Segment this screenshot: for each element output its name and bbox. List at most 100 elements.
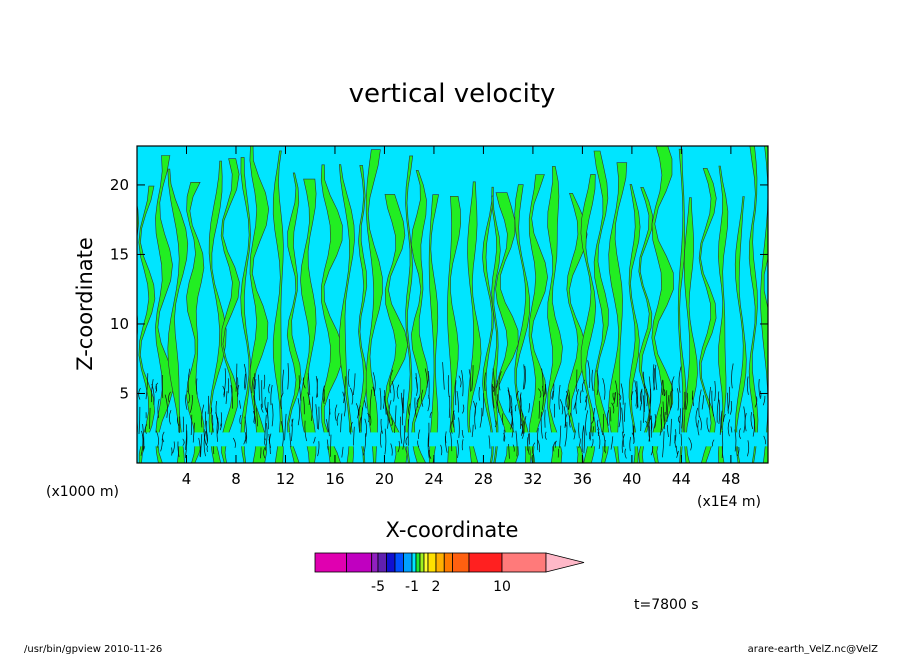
contour-line bbox=[676, 445, 678, 455]
x-tick-label: 44 bbox=[672, 470, 691, 488]
contour-line bbox=[645, 420, 648, 428]
plume bbox=[638, 187, 653, 463]
colorbar-label: -5 bbox=[371, 579, 385, 595]
y-tick-label: 20 bbox=[110, 176, 129, 194]
contour-line bbox=[399, 416, 403, 444]
contour-line bbox=[455, 380, 457, 406]
contour-line bbox=[652, 364, 656, 390]
contour-line bbox=[222, 385, 226, 398]
contour-line bbox=[573, 402, 576, 410]
contour-line bbox=[427, 394, 430, 412]
contour-line bbox=[612, 392, 615, 401]
contour-line bbox=[315, 404, 318, 429]
colorbar-segment bbox=[346, 552, 373, 573]
contour-line bbox=[207, 395, 209, 415]
contour-line bbox=[201, 404, 205, 428]
colorbar-segment bbox=[415, 552, 421, 573]
colorbar bbox=[314, 552, 585, 573]
contour-line bbox=[258, 374, 260, 401]
contour-line bbox=[203, 429, 207, 445]
contour-line bbox=[646, 388, 648, 407]
contour-line bbox=[341, 446, 344, 458]
contour-line bbox=[391, 380, 395, 402]
contour-line bbox=[456, 390, 459, 413]
contour-line bbox=[592, 426, 595, 437]
contour-line bbox=[384, 390, 387, 415]
contour-line bbox=[491, 383, 495, 409]
contour-line bbox=[676, 450, 679, 458]
contour-line bbox=[151, 379, 154, 403]
contour-line bbox=[225, 391, 228, 404]
x-tick-label: 32 bbox=[523, 470, 542, 488]
contour-line bbox=[326, 439, 329, 451]
plume bbox=[405, 155, 414, 463]
plume bbox=[580, 174, 597, 463]
plume bbox=[358, 165, 368, 463]
contour-line bbox=[251, 377, 254, 394]
contour-line bbox=[261, 380, 263, 408]
colorbar-labels: -5 -1 2 10 bbox=[371, 579, 511, 595]
contour-line bbox=[559, 425, 562, 448]
plume bbox=[167, 168, 189, 463]
contour-line bbox=[429, 411, 432, 419]
contour-line bbox=[763, 435, 767, 445]
contour-line bbox=[190, 414, 193, 436]
contour-line bbox=[590, 438, 594, 448]
contour-line bbox=[564, 421, 568, 447]
contour-line bbox=[363, 433, 366, 456]
contour-line bbox=[444, 436, 448, 453]
contour-line bbox=[551, 391, 554, 399]
chart-title: vertical velocity bbox=[349, 79, 556, 109]
y-tick-label: 15 bbox=[110, 245, 129, 263]
contour-line bbox=[145, 373, 149, 400]
contour-line bbox=[316, 378, 319, 398]
contour-line bbox=[482, 393, 485, 417]
plume bbox=[608, 162, 628, 463]
contour-line bbox=[244, 416, 247, 444]
contour-line bbox=[720, 410, 723, 431]
contour-line bbox=[264, 396, 268, 413]
contour-line bbox=[358, 417, 362, 433]
contour-line bbox=[270, 384, 273, 406]
x-tick-label: 20 bbox=[375, 470, 394, 488]
contour-line bbox=[639, 389, 643, 411]
contour-line bbox=[450, 432, 453, 452]
contour-line bbox=[452, 410, 455, 428]
contour-line bbox=[185, 424, 187, 451]
contour-line bbox=[390, 443, 393, 456]
contour-line bbox=[184, 430, 188, 459]
contour-line bbox=[552, 383, 555, 400]
contour-line bbox=[688, 437, 692, 451]
contour-line bbox=[353, 426, 355, 446]
contour-line bbox=[661, 379, 663, 396]
contour-line bbox=[291, 418, 294, 427]
plume bbox=[300, 178, 317, 463]
contour-line bbox=[334, 404, 338, 421]
contour-line bbox=[164, 394, 168, 418]
contour-line bbox=[162, 431, 165, 443]
contour-line bbox=[583, 425, 585, 454]
contour-line bbox=[573, 429, 576, 440]
contour-line bbox=[311, 396, 314, 422]
contour-line bbox=[674, 435, 676, 448]
contour-line bbox=[303, 396, 305, 415]
contour-line bbox=[648, 409, 650, 422]
contour-line bbox=[677, 388, 680, 411]
contour-line bbox=[492, 368, 496, 396]
colorbar-label: -1 bbox=[405, 579, 419, 595]
contour-line bbox=[508, 443, 510, 459]
plume bbox=[410, 170, 429, 463]
contour-line bbox=[138, 406, 141, 435]
contour-line bbox=[479, 407, 483, 428]
plume bbox=[491, 195, 501, 463]
contour-line bbox=[503, 432, 506, 442]
colorbar-segment bbox=[435, 552, 445, 573]
contour-line bbox=[515, 430, 518, 457]
colorbar-label: 2 bbox=[432, 579, 441, 595]
x-tick-label: 28 bbox=[474, 470, 493, 488]
contour-line bbox=[385, 404, 389, 429]
contour-line bbox=[618, 393, 622, 401]
contour-line bbox=[212, 446, 215, 455]
contour-line bbox=[328, 399, 331, 415]
